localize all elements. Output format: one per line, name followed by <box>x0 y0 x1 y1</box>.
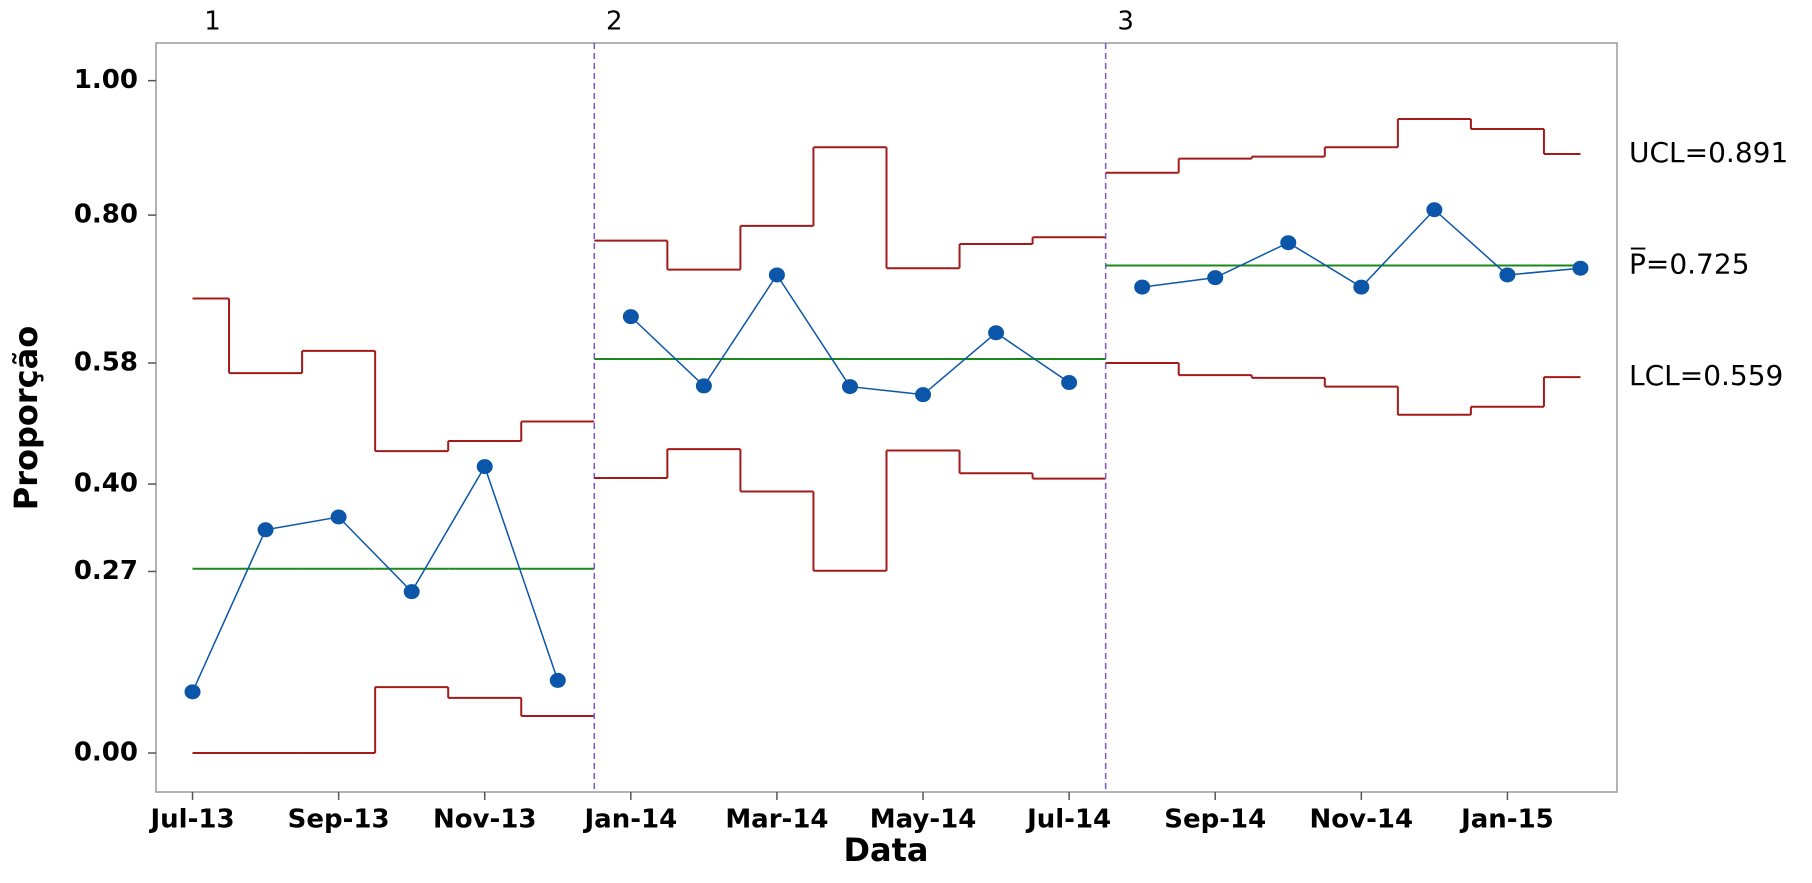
data-point <box>257 522 274 538</box>
x-axis-title: Data <box>843 831 928 869</box>
x-tick-label: Mar-14 <box>725 805 828 835</box>
data-point <box>1426 202 1443 218</box>
x-tick-label: Jan-14 <box>582 805 677 835</box>
data-point <box>476 459 493 475</box>
data-point <box>549 672 566 688</box>
x-tick-label: Jan-15 <box>1459 805 1554 835</box>
stage-label: 1 <box>204 7 221 37</box>
y-tick-label: 1.00 <box>74 65 138 95</box>
x-tick-label: Sep-13 <box>288 805 390 835</box>
y-tick-label: 0.00 <box>74 738 138 768</box>
x-tick-label: Nov-13 <box>433 805 537 835</box>
y-tick-label: 0.80 <box>74 200 138 230</box>
plot-frame <box>155 42 1618 793</box>
y-tick-label: 0.40 <box>74 469 138 499</box>
stage-label: 2 <box>606 7 623 37</box>
data-point <box>1353 279 1370 295</box>
data-point <box>403 584 420 600</box>
data-point <box>768 267 785 283</box>
x-tick-label: Jul-14 <box>1025 805 1111 835</box>
data-point <box>1134 279 1151 295</box>
data-point <box>695 378 712 394</box>
data-point <box>1499 267 1516 283</box>
center-label: P̅=0.725 <box>1629 246 1750 280</box>
x-tick-label: May-14 <box>870 805 977 835</box>
lcl-label: LCL=0.559 <box>1629 359 1783 392</box>
x-tick-label: Sep-14 <box>1164 805 1266 835</box>
data-point <box>184 684 201 700</box>
y-tick-label: 0.27 <box>74 556 138 586</box>
data-point <box>330 509 347 525</box>
data-point <box>622 309 639 325</box>
proportion-line <box>191 464 559 693</box>
data-point <box>1207 270 1224 286</box>
data-point <box>988 325 1005 341</box>
data-point <box>915 387 932 403</box>
data-point <box>1280 235 1297 251</box>
data-point <box>1572 260 1589 276</box>
data-point <box>1061 375 1078 391</box>
ucl-label: UCL=0.891 <box>1629 136 1788 169</box>
x-tick-label: Jul-13 <box>148 805 234 835</box>
y-tick-label: 0.58 <box>74 348 138 378</box>
stage-label: 3 <box>1117 7 1134 37</box>
y-axis-title: Proporção <box>7 326 45 510</box>
data-point <box>841 379 858 395</box>
x-tick-label: Nov-14 <box>1310 805 1414 835</box>
